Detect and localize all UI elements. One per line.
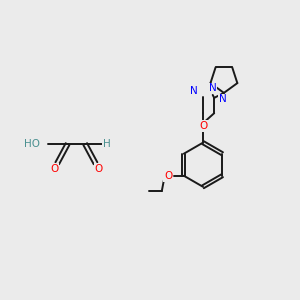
Text: H: H <box>103 139 111 149</box>
Text: O: O <box>199 121 207 131</box>
Text: N: N <box>219 94 226 104</box>
Text: O: O <box>50 164 58 173</box>
Text: N: N <box>190 86 197 96</box>
Text: N: N <box>209 83 217 94</box>
Text: O: O <box>94 164 103 173</box>
Text: HO: HO <box>24 139 40 149</box>
Text: O: O <box>164 171 172 181</box>
